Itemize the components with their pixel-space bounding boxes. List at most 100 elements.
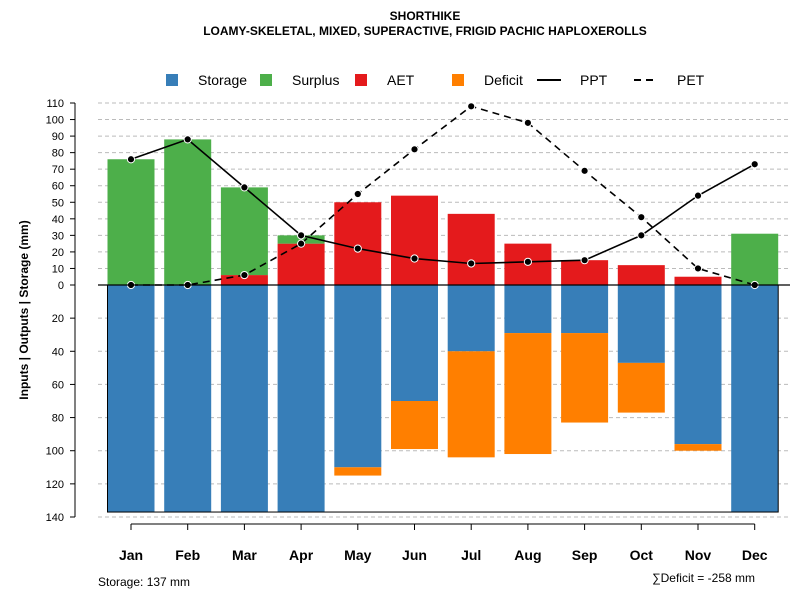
storage-bar: [220, 285, 268, 513]
pet-point: [523, 118, 533, 127]
month-label: Jun: [402, 547, 427, 563]
legend-swatch: [452, 74, 464, 86]
aet-bar: [561, 260, 609, 285]
storage-annotation: Storage: 137 mm: [98, 575, 190, 589]
y-tick-label: 80: [52, 148, 64, 160]
deficit-bar: [504, 333, 552, 455]
legend: Storage Surplus AET Deficit PPT PET: [166, 72, 705, 88]
y-tick-label: 40: [52, 214, 64, 226]
storage-bar: [164, 285, 212, 513]
pet-point: [467, 102, 476, 111]
y-tick-label: 20: [52, 313, 64, 325]
deficit-annotation: ∑Deficit = -258 mm: [652, 571, 755, 585]
surplus-bar: [277, 235, 325, 244]
storage-bar: [731, 285, 779, 513]
aet-bar: [674, 276, 722, 285]
aet-bar: [617, 265, 665, 285]
storage-bar: [617, 285, 665, 363]
storage-bar: [674, 285, 722, 445]
y-tick-label: 60: [52, 379, 64, 391]
month-label: Jul: [461, 547, 481, 563]
month-label: Jan: [119, 547, 143, 563]
legend-label: AET: [387, 72, 415, 88]
legend-label: PPT: [580, 72, 608, 88]
deficit-bar: [561, 333, 609, 423]
month-label: Sep: [572, 547, 598, 563]
y-tick-label: 50: [52, 197, 64, 209]
legend-swatch: [260, 74, 272, 86]
ppt-point: [693, 191, 703, 200]
pet-point: [240, 270, 249, 280]
y-tick-label: 70: [52, 164, 64, 176]
ppt-point: [467, 259, 476, 268]
axes: 0 10 20 30 40 50 60 70 80 90 100 110 20 40 60 80 100 120 1…: [46, 98, 790, 563]
pet-point: [580, 166, 589, 175]
ppt-point: [183, 135, 192, 144]
legend-label: Storage: [198, 72, 247, 88]
bars: [107, 139, 779, 513]
y-tick-label: 10: [52, 263, 64, 275]
month-label: May: [344, 547, 371, 563]
storage-bar: [504, 285, 552, 334]
ppt-point: [523, 257, 533, 266]
y-tick-label: 30: [52, 230, 64, 242]
legend-label: Surplus: [292, 72, 339, 88]
ppt-point: [580, 256, 589, 265]
pet-line: [131, 105, 755, 286]
surplus-bar: [220, 187, 268, 276]
chart-title: SHORTHIKE: [390, 9, 461, 23]
lines: [126, 102, 759, 290]
legend-label: Deficit: [484, 72, 523, 88]
y-tick-label: 0: [58, 280, 64, 292]
pet-point: [693, 264, 703, 273]
pet-point: [353, 189, 362, 199]
chart-subtitle: LOAMY-SKELETAL, MIXED, SUPERACTIVE, FRIG…: [203, 24, 647, 38]
ppt-point: [637, 231, 646, 240]
month-label: Apr: [289, 547, 314, 563]
deficit-bar: [674, 444, 722, 451]
deficit-bar: [334, 467, 382, 476]
storage-bar: [334, 285, 382, 468]
ppt-point: [750, 160, 759, 169]
ppt-point: [240, 183, 249, 192]
ppt-point: [297, 231, 306, 240]
storage-bar: [107, 285, 155, 513]
surplus-bar: [164, 139, 212, 285]
aet-bar: [277, 243, 325, 285]
y-tick-label: 100: [46, 115, 64, 127]
month-label: Mar: [232, 547, 257, 563]
ppt-point: [126, 155, 136, 164]
month-label: Feb: [175, 547, 200, 563]
month-label: Nov: [685, 547, 712, 563]
surplus-bar: [107, 159, 155, 285]
pet-point: [637, 213, 646, 222]
deficit-bar: [447, 351, 495, 458]
y-tick-label: 90: [52, 131, 64, 143]
storage-bar: [277, 285, 325, 513]
deficit-bar: [617, 362, 665, 413]
y-tick-label: 140: [46, 512, 64, 524]
legend-label: PET: [677, 72, 705, 88]
y-tick-label: 20: [52, 247, 64, 259]
month-label: Oct: [630, 547, 654, 563]
storage-bar: [391, 285, 438, 401]
aet-bar: [220, 275, 268, 285]
storage-bar: [561, 285, 609, 334]
y-tick-label: 120: [46, 479, 64, 491]
deficit-bar: [391, 401, 438, 450]
y-tick-label: 40: [52, 346, 64, 358]
surplus-bar: [731, 233, 779, 285]
month-label: Aug: [514, 547, 541, 563]
y-tick-label: 100: [46, 446, 64, 458]
y-axis-title: Inputs | Outputs | Storage (mm): [17, 220, 31, 399]
ppt-point: [353, 244, 362, 253]
y-tick-label: 80: [52, 413, 64, 425]
ppt-point: [410, 254, 419, 263]
month-label: Dec: [742, 547, 768, 563]
legend-swatch: [166, 74, 178, 86]
y-tick-label: 110: [46, 98, 64, 110]
y-tick-label: 60: [52, 181, 64, 193]
aet-bar: [334, 202, 382, 285]
storage-bar: [447, 285, 495, 352]
